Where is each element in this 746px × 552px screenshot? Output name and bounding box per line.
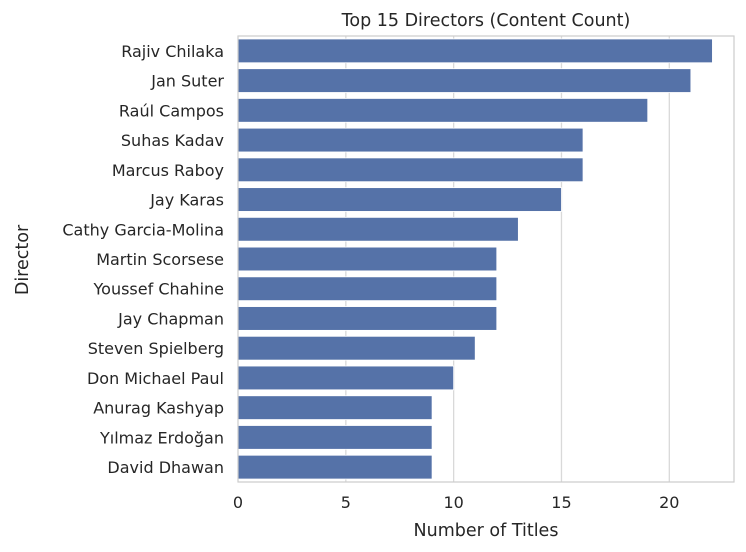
- bar: [237, 395, 433, 420]
- bar: [237, 276, 498, 302]
- bar: [237, 454, 433, 480]
- x-tick-label: 5: [341, 493, 351, 512]
- bars: [237, 38, 713, 480]
- bar: [237, 127, 584, 153]
- x-tick-label: 20: [659, 493, 679, 512]
- x-axis-label: Number of Titles: [414, 521, 559, 541]
- y-tick-label: Jay Chapman: [117, 309, 224, 328]
- bar: [237, 335, 476, 361]
- y-tick-label: Jan Suter: [150, 72, 224, 91]
- y-axis-label: Director: [13, 224, 33, 295]
- y-tick-label: Don Michael Paul: [87, 369, 224, 388]
- bar: [237, 98, 649, 123]
- chart-title: Top 15 Directors (Content Count): [341, 11, 631, 31]
- y-tick-label: Youssef Chahine: [93, 280, 225, 299]
- bar: [237, 38, 713, 64]
- bar: [237, 306, 498, 331]
- bar: [237, 157, 584, 183]
- y-axis-ticks: Rajiv Chilaka Jan Suter Raúl Campos Suhas K…: [62, 42, 224, 477]
- bar: [237, 68, 692, 93]
- y-tick-label: Suhas Kadav: [121, 131, 224, 150]
- plot-frame: [237, 35, 735, 483]
- y-tick-label: Marcus Raboy: [112, 161, 224, 180]
- y-tick-label: Rajiv Chilaka: [121, 42, 224, 61]
- plot-border: [237, 35, 735, 483]
- bar: [237, 425, 433, 450]
- bar: [237, 216, 519, 242]
- x-tick-label: 15: [551, 493, 571, 512]
- x-tick-label: 10: [443, 493, 463, 512]
- bar: [237, 246, 498, 272]
- y-tick-label: Martin Scorsese: [96, 250, 224, 269]
- bar: [237, 365, 455, 391]
- y-tick-label: David Dhawan: [107, 458, 224, 477]
- y-tick-label: Steven Spielberg: [88, 339, 224, 358]
- y-tick-label: Jay Karas: [149, 191, 224, 210]
- y-tick-label: Cathy Garcia-Molina: [62, 220, 224, 239]
- y-tick-label: Yılmaz Erdoğan: [99, 428, 224, 447]
- bar: [237, 187, 562, 212]
- y-tick-label: Raúl Campos: [119, 101, 224, 120]
- x-tick-label: 0: [233, 493, 243, 512]
- x-axis-ticks: 0 5 10 15 20: [233, 493, 680, 512]
- y-tick-label: Anurag Kashyap: [93, 399, 224, 418]
